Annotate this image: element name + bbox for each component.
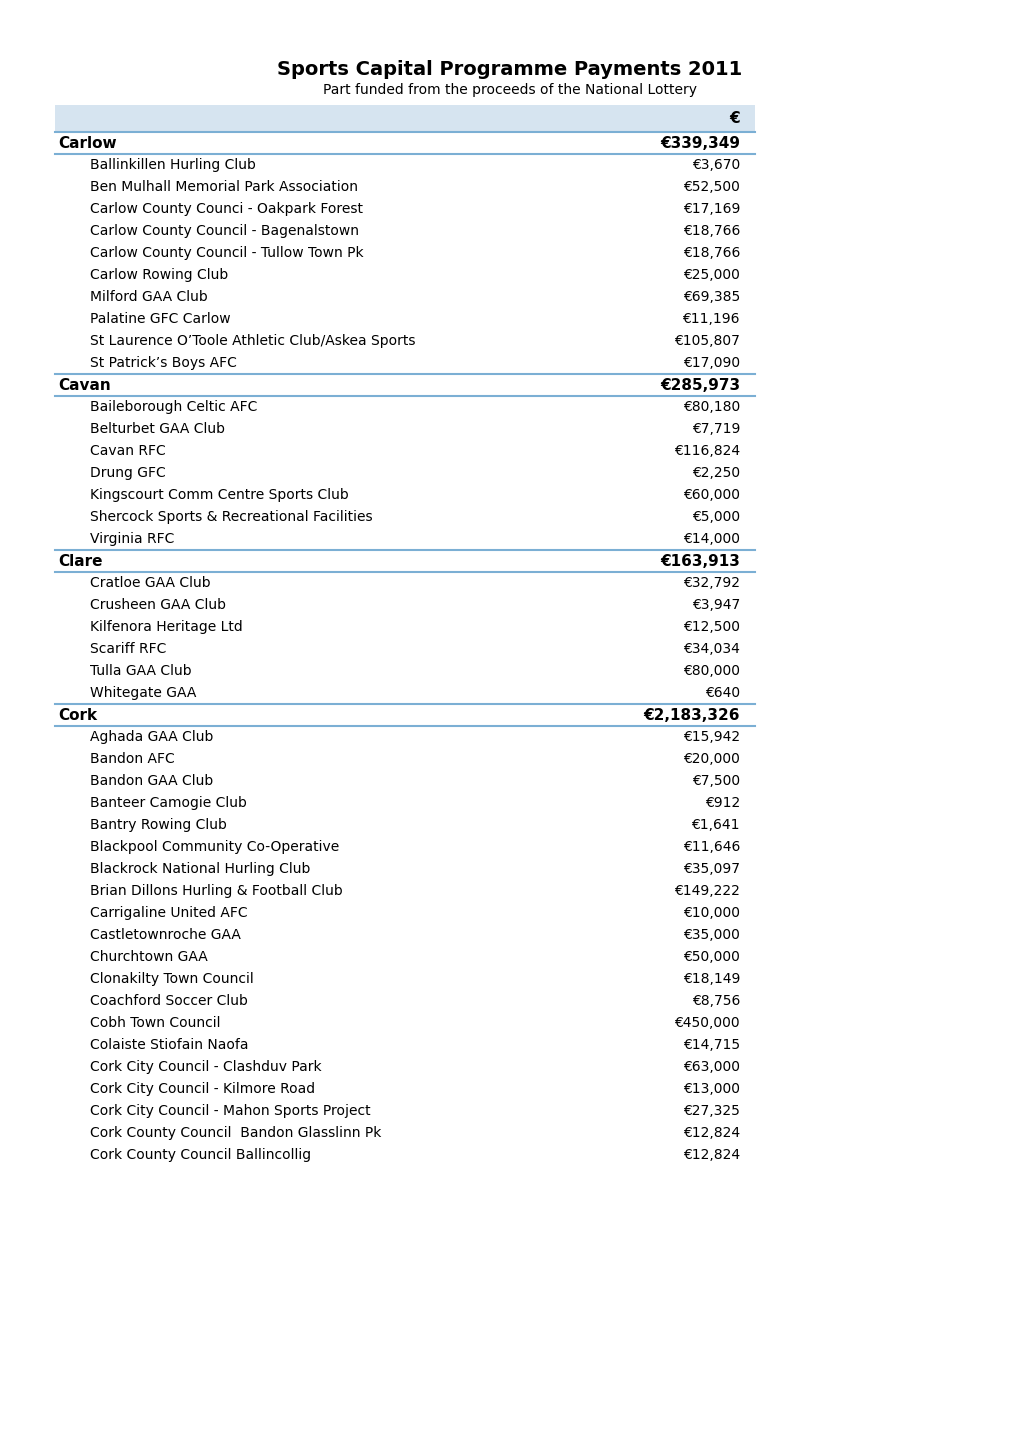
Text: Virginia RFC: Virginia RFC [90,532,174,547]
Text: Cavan: Cavan [58,378,111,392]
Text: €14,715: €14,715 [682,1038,739,1053]
Text: €7,719: €7,719 [691,423,739,435]
Text: Bandon AFC: Bandon AFC [90,751,174,766]
Text: €105,807: €105,807 [674,335,739,348]
Text: Cork County Council Ballincollig: Cork County Council Ballincollig [90,1148,311,1162]
Text: Cork County Council  Bandon Glasslinn Pk: Cork County Council Bandon Glasslinn Pk [90,1126,381,1141]
Text: Milford GAA Club: Milford GAA Club [90,290,208,304]
Text: €11,196: €11,196 [682,311,739,326]
Text: €18,766: €18,766 [682,224,739,238]
Text: Tulla GAA Club: Tulla GAA Club [90,663,192,678]
Text: Banteer Camogie Club: Banteer Camogie Club [90,796,247,810]
Text: Brian Dillons Hurling & Football Club: Brian Dillons Hurling & Football Club [90,884,342,898]
Text: Cavan RFC: Cavan RFC [90,444,166,459]
Text: Shercock Sports & Recreational Facilities: Shercock Sports & Recreational Facilitie… [90,510,372,523]
Text: €285,973: €285,973 [659,378,739,392]
Text: Carlow County Counci - Oakpark Forest: Carlow County Counci - Oakpark Forest [90,202,363,216]
Text: Aghada GAA Club: Aghada GAA Club [90,730,213,744]
Text: €18,766: €18,766 [682,247,739,260]
Text: €17,169: €17,169 [682,202,739,216]
Text: €912: €912 [704,796,739,810]
Text: Part funded from the proceeds of the National Lottery: Part funded from the proceeds of the Nat… [323,84,696,97]
Text: Castletownroche GAA: Castletownroche GAA [90,929,240,942]
Text: Palatine GFC Carlow: Palatine GFC Carlow [90,311,230,326]
Text: €11,646: €11,646 [682,841,739,854]
Text: €7,500: €7,500 [691,774,739,787]
Text: Cobh Town Council: Cobh Town Council [90,1017,220,1030]
Text: St Laurence O’Toole Athletic Club/Askea Sports: St Laurence O’Toole Athletic Club/Askea … [90,335,415,348]
Text: Carrigaline United AFC: Carrigaline United AFC [90,906,248,920]
Text: €15,942: €15,942 [682,730,739,744]
Text: €12,500: €12,500 [683,620,739,634]
Text: Kilfenora Heritage Ltd: Kilfenora Heritage Ltd [90,620,243,634]
Text: Carlow County Council - Bagenalstown: Carlow County Council - Bagenalstown [90,224,359,238]
Text: Clare: Clare [58,554,102,568]
Text: Bandon GAA Club: Bandon GAA Club [90,774,213,787]
Text: €640: €640 [704,686,739,699]
Text: €17,090: €17,090 [682,356,739,371]
Text: €32,792: €32,792 [683,575,739,590]
Text: €12,824: €12,824 [682,1126,739,1141]
Text: €20,000: €20,000 [683,751,739,766]
Text: €13,000: €13,000 [683,1082,739,1096]
Text: Blackrock National Hurling Club: Blackrock National Hurling Club [90,862,310,875]
Text: Carlow: Carlow [58,136,116,150]
Text: Drung GFC: Drung GFC [90,466,166,480]
Text: €: € [729,111,739,125]
Text: Scariff RFC: Scariff RFC [90,642,166,656]
Text: €12,824: €12,824 [682,1148,739,1162]
Text: Cork City Council - Mahon Sports Project: Cork City Council - Mahon Sports Project [90,1105,370,1118]
Text: Crusheen GAA Club: Crusheen GAA Club [90,598,226,611]
Text: €50,000: €50,000 [683,950,739,965]
Text: €1,641: €1,641 [691,818,739,832]
Text: Cork: Cork [58,708,97,722]
Text: €18,149: €18,149 [682,972,739,986]
Text: €116,824: €116,824 [674,444,739,459]
Text: €35,097: €35,097 [683,862,739,875]
Text: €10,000: €10,000 [683,906,739,920]
Text: €3,947: €3,947 [691,598,739,611]
Text: Baileborough Celtic AFC: Baileborough Celtic AFC [90,399,257,414]
Text: €8,756: €8,756 [691,994,739,1008]
Text: €2,250: €2,250 [691,466,739,480]
Text: Cork City Council - Kilmore Road: Cork City Council - Kilmore Road [90,1082,315,1096]
Text: Cork City Council - Clashduv Park: Cork City Council - Clashduv Park [90,1060,321,1074]
Text: €149,222: €149,222 [674,884,739,898]
Text: €450,000: €450,000 [674,1017,739,1030]
Text: €3,670: €3,670 [691,159,739,172]
Text: Bantry Rowing Club: Bantry Rowing Club [90,818,226,832]
Text: €80,000: €80,000 [683,663,739,678]
Text: Carlow Rowing Club: Carlow Rowing Club [90,268,228,283]
Text: €163,913: €163,913 [659,554,739,568]
Text: Colaiste Stiofain Naofa: Colaiste Stiofain Naofa [90,1038,249,1053]
Text: Kingscourt Comm Centre Sports Club: Kingscourt Comm Centre Sports Club [90,487,348,502]
Text: Ben Mulhall Memorial Park Association: Ben Mulhall Memorial Park Association [90,180,358,195]
Text: Blackpool Community Co-Operative: Blackpool Community Co-Operative [90,841,339,854]
Text: €34,034: €34,034 [683,642,739,656]
Text: €339,349: €339,349 [659,136,739,150]
Text: €27,325: €27,325 [683,1105,739,1118]
Text: Whitegate GAA: Whitegate GAA [90,686,197,699]
Text: St Patrick’s Boys AFC: St Patrick’s Boys AFC [90,356,236,371]
Text: €60,000: €60,000 [683,487,739,502]
Text: Clonakilty Town Council: Clonakilty Town Council [90,972,254,986]
Text: Churchtown GAA: Churchtown GAA [90,950,208,965]
Text: Coachford Soccer Club: Coachford Soccer Club [90,994,248,1008]
Text: €63,000: €63,000 [683,1060,739,1074]
Text: €69,385: €69,385 [682,290,739,304]
Text: €14,000: €14,000 [683,532,739,547]
Text: €25,000: €25,000 [683,268,739,283]
Text: €52,500: €52,500 [683,180,739,195]
Text: €35,000: €35,000 [683,929,739,942]
Text: Ballinkillen Hurling Club: Ballinkillen Hurling Club [90,159,256,172]
Text: Carlow County Council - Tullow Town Pk: Carlow County Council - Tullow Town Pk [90,247,363,260]
Text: Belturbet GAA Club: Belturbet GAA Club [90,423,225,435]
Text: €80,180: €80,180 [682,399,739,414]
Text: Sports Capital Programme Payments 2011: Sports Capital Programme Payments 2011 [277,61,742,79]
Bar [55,105,754,133]
Text: Cratloe GAA Club: Cratloe GAA Club [90,575,210,590]
Text: €2,183,326: €2,183,326 [643,708,739,722]
Text: €5,000: €5,000 [691,510,739,523]
